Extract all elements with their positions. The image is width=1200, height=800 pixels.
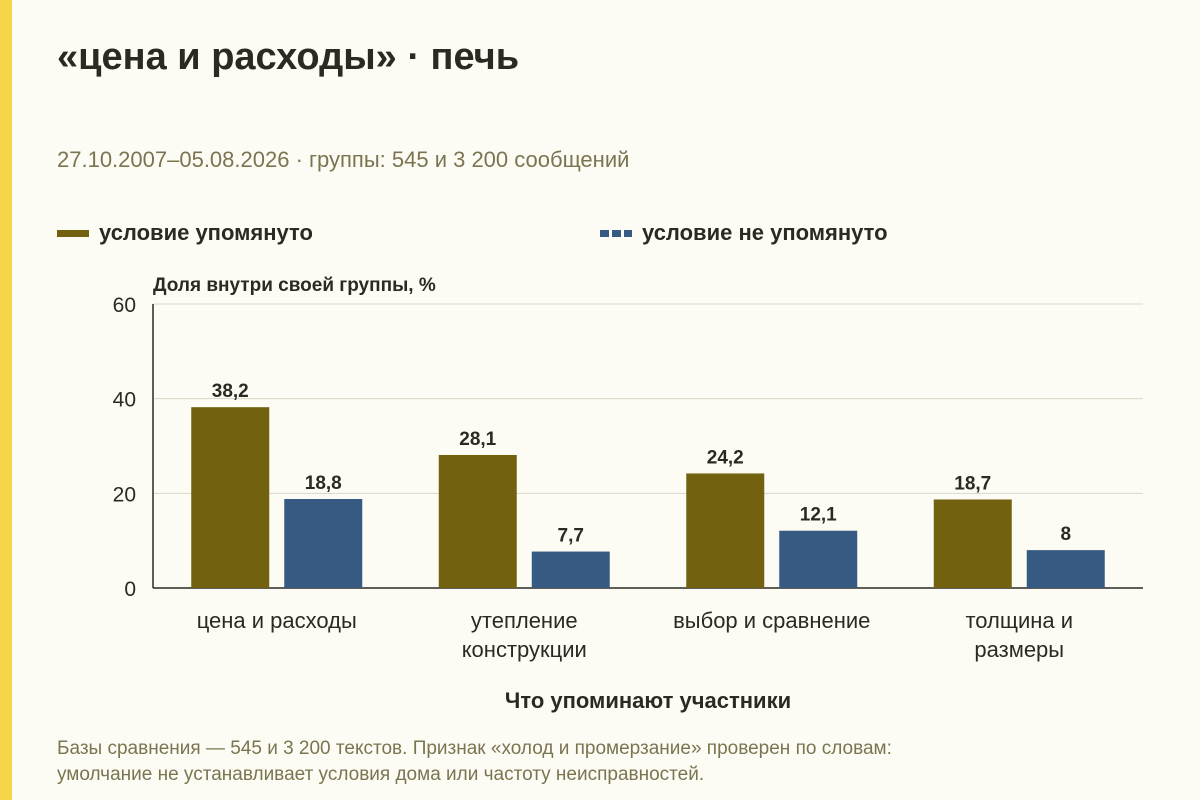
bar-chart: 0 20 40 60 Доля внутри своей группы, % 38,2 18… xyxy=(113,275,1143,713)
x-tick-label: толщина и xyxy=(965,608,1073,633)
bar-series1 xyxy=(686,473,765,588)
x-tick-label: утепление xyxy=(471,608,578,633)
legend-swatch-series2 xyxy=(600,229,632,237)
y-tick-label: 0 xyxy=(124,578,136,601)
bar-series2 xyxy=(284,499,363,588)
x-axis-label: Что упоминают участники xyxy=(505,688,791,713)
bar-series1 xyxy=(933,499,1012,588)
bar-value-label: 24,2 xyxy=(707,447,744,468)
bar-value-label: 38,2 xyxy=(212,381,249,402)
legend-label-series2: условие не упомянуто xyxy=(642,220,888,245)
bar-value-label: 8 xyxy=(1060,524,1071,545)
footnote-line-2: умолчание не устанавливает условия дома … xyxy=(57,764,705,785)
legend-item-series1: условие упомянуто xyxy=(57,220,313,246)
y-tick-label: 20 xyxy=(113,483,136,506)
x-tick-label: конструкции xyxy=(462,637,587,662)
bar-value-label: 7,7 xyxy=(558,526,584,547)
footnote-line-1: Базы сравнения — 545 и 3 200 текстов. Пр… xyxy=(57,738,892,759)
bar-series2 xyxy=(1026,550,1105,588)
bar-value-label: 28,1 xyxy=(459,429,496,450)
legend-item-series2: условие не упомянуто xyxy=(600,220,888,246)
legend-swatch-series1 xyxy=(57,229,89,237)
chart-title: «цена и расходы» · печь xyxy=(57,36,520,78)
x-tick-label: размеры xyxy=(974,637,1064,662)
bar-series1 xyxy=(438,454,517,588)
bar-series2 xyxy=(531,551,610,588)
y-tick-label: 60 xyxy=(113,294,136,317)
bar-value-label: 18,7 xyxy=(954,473,991,494)
accent-bar xyxy=(0,0,12,800)
x-tick-label: цена и расходы xyxy=(197,608,357,633)
chart-subtitle: 27.10.2007–05.08.2026 · группы: 545 и 3 … xyxy=(57,147,630,172)
y-tick-label: 40 xyxy=(113,389,136,412)
footnote: Базы сравнения — 545 и 3 200 текстов. Пр… xyxy=(57,736,1157,788)
bar-value-label: 12,1 xyxy=(800,505,837,526)
bar-value-label: 18,8 xyxy=(305,473,342,494)
bar-series2 xyxy=(779,530,858,588)
legend-label-series1: условие упомянуто xyxy=(99,220,313,245)
bar-series1 xyxy=(191,407,270,588)
x-tick-label: выбор и сравнение xyxy=(673,608,870,633)
y-axis-label: Доля внутри своей группы, % xyxy=(153,275,436,296)
